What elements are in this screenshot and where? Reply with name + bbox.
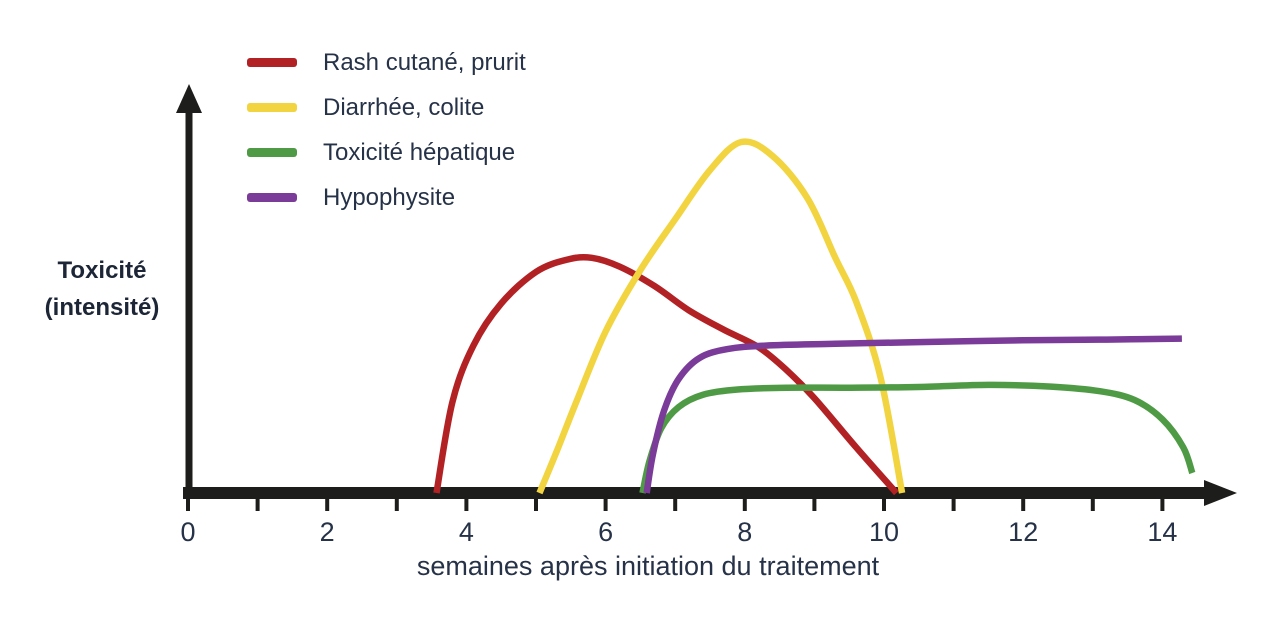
legend-label: Rash cutané, prurit — [323, 48, 526, 76]
y-axis-arrow-icon — [176, 84, 202, 113]
x-tick-label: 0 — [180, 517, 195, 547]
legend-item: Diarrhée, colite — [247, 85, 526, 130]
legend-item: Rash cutané, prurit — [247, 40, 526, 85]
legend: Rash cutané, prurit Diarrhée, colite Toxic… — [247, 40, 526, 220]
y-axis-title-line2: (intensité) — [44, 294, 160, 321]
y-axis-title-line1: Toxicité — [57, 257, 147, 284]
x-tick-label: 14 — [1147, 517, 1177, 547]
series-curve-diarrh-e-colite — [536, 138, 906, 495]
x-axis-title: semaines après initiation du traitement — [416, 551, 880, 581]
series-curve-rash-cutan-prurit — [433, 254, 899, 496]
legend-item: Toxicité hépatique — [247, 130, 526, 175]
x-tick-label: 10 — [869, 517, 899, 547]
legend-label: Hypophysite — [323, 183, 456, 211]
x-tick-label: 6 — [598, 517, 613, 547]
y-axis-title: Toxicité (intensité) — [22, 252, 182, 326]
legend-label: Diarrhée, colite — [323, 93, 485, 121]
series-curve-toxicit-h-patique — [639, 381, 1196, 494]
x-tick-label: 8 — [737, 517, 752, 547]
legend-label: Toxicité hépatique — [323, 138, 516, 166]
legend-swatch-icon — [247, 58, 297, 67]
legend-swatch-icon — [247, 193, 297, 202]
legend-swatch-icon — [247, 103, 297, 112]
x-tick-label: 2 — [320, 517, 335, 547]
legend-item: Hypophysite — [247, 175, 526, 220]
x-tick-label: 12 — [1008, 517, 1038, 547]
x-tick-label: 4 — [459, 517, 474, 547]
series-curve-hypophysite — [643, 335, 1182, 494]
x-axis-arrow-icon — [1204, 480, 1237, 506]
legend-swatch-icon — [247, 148, 297, 157]
